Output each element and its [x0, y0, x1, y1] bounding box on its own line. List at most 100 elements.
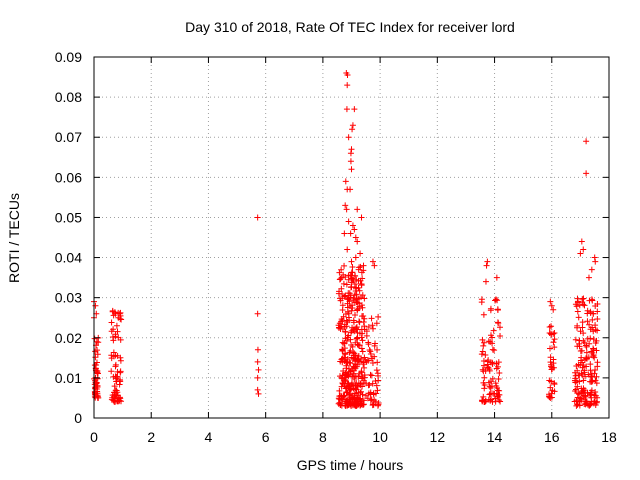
data-point	[581, 394, 588, 401]
data-point	[112, 363, 119, 370]
data-point	[579, 359, 586, 366]
data-point	[586, 402, 593, 409]
data-point	[479, 336, 486, 343]
data-point	[254, 214, 261, 221]
data-point	[493, 274, 500, 281]
data-point	[548, 323, 555, 330]
data-point	[572, 336, 579, 343]
data-point	[578, 354, 585, 361]
data-point	[583, 343, 590, 350]
data-point	[345, 391, 352, 398]
data-point	[589, 349, 596, 356]
data-point	[342, 402, 349, 409]
data-point	[91, 335, 98, 342]
data-point	[358, 401, 365, 408]
x-tick-label: 0	[90, 429, 98, 445]
data-point	[347, 336, 354, 343]
data-point	[485, 357, 492, 364]
data-point	[341, 392, 348, 399]
data-point	[548, 361, 555, 368]
data-point	[348, 258, 355, 265]
data-point	[343, 365, 350, 372]
data-point	[550, 356, 557, 363]
y-tick-label: 0	[74, 410, 82, 426]
data-point	[588, 372, 595, 379]
data-point	[548, 302, 555, 309]
data-point	[118, 398, 125, 405]
data-point	[353, 363, 360, 370]
data-point	[594, 315, 601, 322]
data-point	[580, 301, 587, 308]
data-point	[583, 342, 590, 349]
data-point	[113, 322, 120, 329]
data-point	[341, 354, 348, 361]
data-point	[254, 346, 261, 353]
data-point	[340, 313, 347, 320]
data-point	[116, 394, 123, 401]
data-point	[112, 398, 119, 405]
data-point	[339, 290, 346, 297]
data-point	[343, 337, 350, 344]
data-point	[110, 337, 117, 344]
data-point	[586, 340, 593, 347]
data-point	[369, 355, 376, 362]
data-point	[593, 380, 600, 387]
x-tick-label: 6	[262, 429, 270, 445]
data-point	[360, 319, 367, 326]
data-point	[352, 234, 359, 241]
data-point	[91, 388, 98, 395]
data-point	[483, 262, 490, 269]
data-point	[492, 380, 499, 387]
x-tick-label: 10	[372, 429, 388, 445]
data-point	[350, 317, 357, 324]
data-point	[345, 310, 352, 317]
data-point	[343, 384, 350, 391]
data-point	[496, 397, 503, 404]
data-point	[356, 303, 363, 310]
data-point	[583, 363, 590, 370]
data-point	[590, 353, 597, 360]
data-point	[338, 383, 345, 390]
data-point	[254, 310, 261, 317]
data-point	[356, 318, 363, 325]
data-point	[108, 319, 115, 326]
data-point	[344, 304, 351, 311]
data-point	[589, 316, 596, 323]
data-point	[579, 319, 586, 326]
data-point	[591, 254, 598, 261]
data-point	[353, 291, 360, 298]
data-point	[358, 313, 365, 320]
data-point	[585, 274, 592, 281]
data-point	[580, 246, 587, 253]
data-point	[581, 387, 588, 394]
data-point	[362, 357, 369, 364]
data-point	[371, 342, 378, 349]
data-point	[352, 254, 359, 261]
data-point	[254, 374, 261, 381]
data-point	[480, 393, 487, 400]
data-point	[110, 326, 117, 333]
data-point	[349, 222, 356, 229]
data-point	[342, 178, 349, 185]
data-point	[582, 373, 589, 380]
x-axis-label: GPS time / hours	[297, 457, 404, 473]
data-point	[354, 307, 361, 314]
data-point	[574, 322, 581, 329]
data-point	[373, 367, 380, 374]
data-point	[487, 305, 494, 312]
data-point	[551, 379, 558, 386]
data-point	[341, 345, 348, 352]
data-point	[546, 345, 553, 352]
data-point	[594, 308, 601, 315]
data-point	[111, 383, 118, 390]
data-point	[581, 367, 588, 374]
data-point	[577, 348, 584, 355]
data-point	[591, 370, 598, 377]
data-point	[576, 390, 583, 397]
data-point	[361, 372, 368, 378]
data-point	[578, 238, 585, 245]
data-point	[255, 366, 262, 373]
data-point	[546, 324, 553, 331]
data-point	[94, 382, 101, 389]
